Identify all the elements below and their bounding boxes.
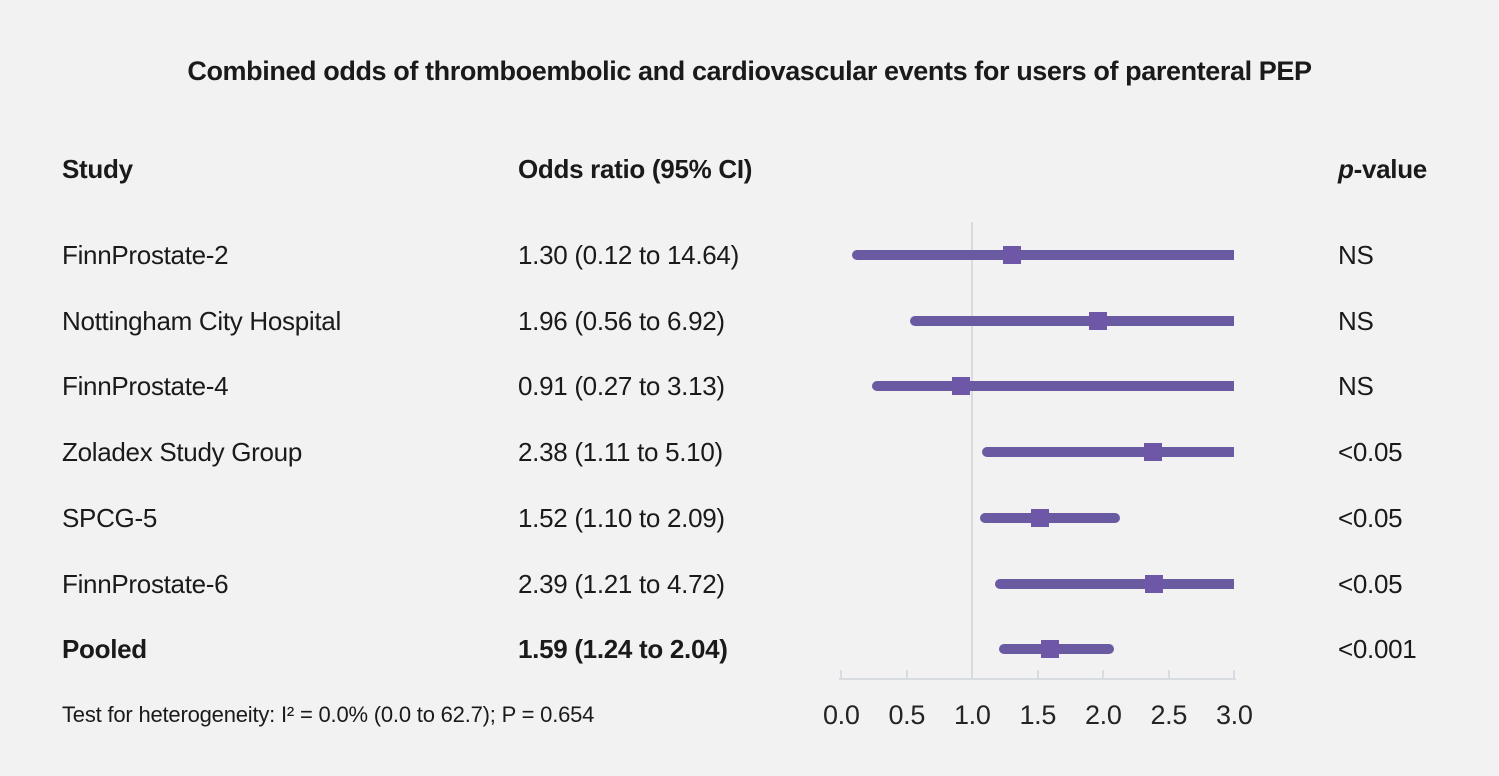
axis-tick <box>840 670 843 678</box>
axis-tick-label: 3.0 <box>1215 700 1253 730</box>
heterogeneity-footnote: Test for heterogeneity: I² = 0.0% (0.0 t… <box>62 702 595 727</box>
study-label: Zoladex Study Group <box>62 437 302 468</box>
study-label: Pooled <box>62 634 147 665</box>
p-value-header-italic-p: p <box>1338 154 1354 184</box>
column-header-study: Study <box>62 154 133 184</box>
confidence-interval-line <box>994 578 1235 589</box>
study-label: SPCG-5 <box>62 502 158 533</box>
axis-tick-label: 2.5 <box>1150 700 1188 730</box>
axis-tick-label: 0.0 <box>822 700 860 730</box>
odds-ratio-ci-value: 1.30 (0.12 to 14.64) <box>518 240 739 270</box>
x-axis-baseline <box>839 677 1237 680</box>
axis-tick-label: 0.5 <box>888 700 926 730</box>
axis-tick <box>1102 670 1105 678</box>
odds-ratio-marker <box>1144 443 1163 462</box>
axis-tick <box>1233 670 1236 678</box>
odds-ratio-ci-value: 1.96 (0.56 to 6.92) <box>518 305 725 336</box>
study-label: FinnProstate-4 <box>62 371 229 402</box>
p-value: NS <box>1338 240 1374 270</box>
confidence-interval-line <box>871 381 1235 392</box>
confidence-interval-line <box>909 315 1235 326</box>
p-value: NS <box>1338 305 1374 336</box>
axis-tick-label: 1.0 <box>953 700 991 730</box>
odds-ratio-ci-value: 1.59 (1.24 to 2.04) <box>518 634 728 665</box>
axis-tick-label: 2.0 <box>1084 700 1122 730</box>
odds-ratio-marker <box>1145 574 1164 593</box>
study-label: Nottingham City Hospital <box>62 305 341 336</box>
confidence-interval-line <box>980 512 1121 523</box>
axis-tick-label: 1.5 <box>1019 700 1057 730</box>
pooled-odds-ratio-marker <box>1040 640 1059 659</box>
axis-tick <box>971 670 974 678</box>
axis-tick <box>905 670 908 678</box>
column-header-p-value: p-value <box>1338 156 1427 182</box>
p-value: <0.05 <box>1338 437 1403 468</box>
odds-ratio-marker <box>951 377 970 396</box>
reference-line <box>971 222 974 678</box>
odds-ratio-ci-value: 2.38 (1.11 to 5.10) <box>518 437 723 468</box>
odds-ratio-marker <box>1031 508 1050 527</box>
study-label: FinnProstate-6 <box>62 568 229 599</box>
odds-ratio-ci-value: 0.91 (0.27 to 3.13) <box>518 371 725 402</box>
odds-ratio-ci-value: 2.39 (1.21 to 4.72) <box>518 568 725 599</box>
axis-tick <box>1167 670 1170 678</box>
study-label: FinnProstate-2 <box>62 240 229 270</box>
odds-ratio-ci-value: 1.52 (1.10 to 2.09) <box>518 502 725 533</box>
p-value-header-rest: -value <box>1353 154 1428 184</box>
p-value: <0.05 <box>1338 502 1403 533</box>
chart-title: Combined odds of thromboembolic and card… <box>187 56 1312 86</box>
p-value: <0.001 <box>1338 634 1417 665</box>
axis-tick <box>1036 670 1039 678</box>
odds-ratio-marker <box>1002 246 1021 264</box>
column-header-odds-ratio: Odds ratio (95% CI) <box>518 154 753 184</box>
odds-ratio-marker <box>1089 311 1108 330</box>
p-value: <0.05 <box>1338 568 1403 599</box>
confidence-interval-line <box>981 447 1235 458</box>
confidence-interval-line <box>852 250 1235 260</box>
p-value: NS <box>1338 371 1374 402</box>
